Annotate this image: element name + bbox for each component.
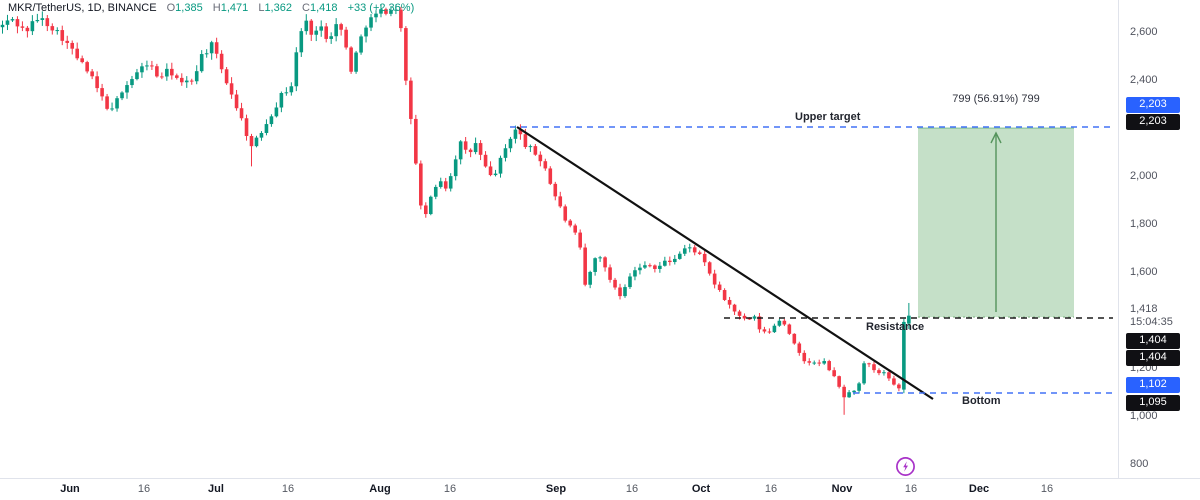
time-axis[interactable]: Jun 16 Jul 16 Aug 16 Sep 16 Oct 16 Nov 16 Dec 16 (0, 479, 1200, 500)
bottom-line-label[interactable]: Bottom (962, 395, 1001, 407)
candlestick-chart-canvas[interactable] (0, 0, 1118, 478)
price-level-badge[interactable]: 1,095 (1126, 395, 1180, 411)
price-scale[interactable]: 2,600 2,400 2,000 1,800 1,600 1,200 1,000 800 2,… (1119, 0, 1200, 478)
price-axis-tick: 1,000 (1130, 410, 1158, 422)
time-axis-label: Sep (545, 483, 567, 495)
high-value: 1,471 (220, 2, 249, 14)
time-axis-label: 16 (1040, 483, 1054, 495)
high-label: H (212, 2, 221, 14)
change-value: +33 (+2.36%) (347, 2, 415, 14)
price-axis-tick: 2,400 (1130, 74, 1158, 86)
time-axis-label: 16 (764, 483, 778, 495)
open-value: 1,385 (175, 2, 203, 14)
price-range-measure-label[interactable]: 799 (56.91%) 799 (952, 93, 1040, 105)
price-level-badge[interactable]: 2,203 (1126, 97, 1180, 113)
time-axis-separator (0, 478, 1200, 479)
time-axis-label: 16 (281, 483, 295, 495)
price-scale-separator (1118, 0, 1119, 478)
low-value: 1,362 (264, 2, 292, 14)
low-label: L (258, 2, 265, 14)
price-axis-tick: 1,800 (1130, 218, 1158, 230)
symbol-title[interactable]: MKR/TetherUS, 1D, BINANCE (8, 2, 157, 14)
time-axis-label: Oct (691, 483, 711, 495)
price-axis-tick: 2,600 (1130, 26, 1158, 38)
close-value: 1,418 (309, 2, 338, 14)
price-axis-tick: 1,600 (1130, 266, 1158, 278)
open-label: O (166, 2, 176, 14)
symbol-header: MKR/TetherUS, 1D, BINANCE O1,385 H1,471 … (8, 2, 414, 14)
time-axis-label: Jun (60, 483, 80, 495)
time-axis-label: Dec (968, 483, 990, 495)
time-axis-label: 16 (625, 483, 639, 495)
resistance-line-label[interactable]: Resistance (866, 321, 925, 333)
upper-target-line-label[interactable]: Upper target (795, 111, 861, 123)
price-readout: 1,418 (1130, 303, 1158, 315)
price-level-badge[interactable]: 1,404 (1126, 350, 1180, 366)
time-axis-label: Nov (831, 483, 853, 495)
price-level-badge[interactable]: 1,102 (1126, 377, 1180, 393)
price-level-badge[interactable]: 2,203 (1126, 114, 1180, 130)
time-axis-label: 16 (904, 483, 918, 495)
descending-trendline[interactable] (516, 126, 934, 400)
price-axis-tick: 800 (1130, 458, 1149, 470)
candles[interactable] (0, 4, 911, 415)
time-axis-label: Aug (369, 483, 391, 495)
projection-box[interactable] (918, 127, 1074, 318)
price-level-badge[interactable]: 1,404 (1126, 333, 1180, 349)
close-label: C (302, 2, 310, 14)
time-axis-label: 16 (443, 483, 457, 495)
time-axis-label: Jul (208, 483, 224, 495)
time-axis-label: 16 (137, 483, 151, 495)
price-axis-tick: 2,000 (1130, 170, 1158, 182)
lightning-event-icon[interactable] (895, 456, 916, 477)
price-readout: 15:04:35 (1130, 316, 1173, 328)
lightning-bolt-icon (896, 457, 915, 476)
